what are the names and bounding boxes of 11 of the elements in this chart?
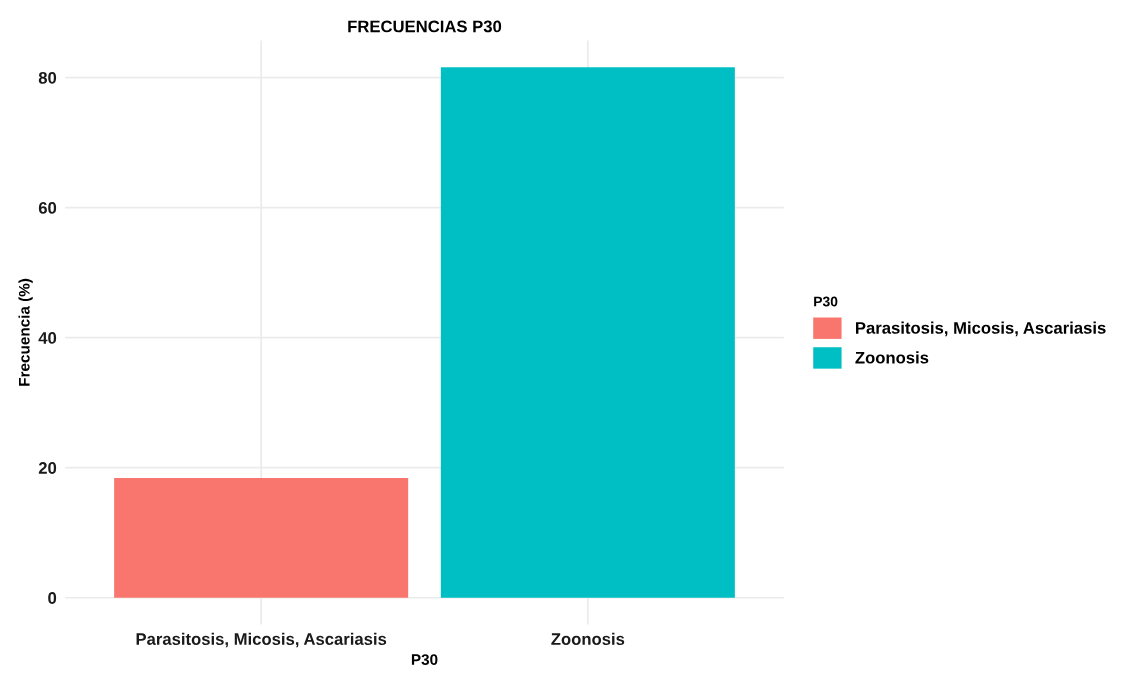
x-axis-title: P30: [411, 654, 438, 666]
y-axis-title: Frecuencia (%): [18, 278, 33, 386]
y-tick-label: 60: [38, 202, 57, 214]
y-tick-label: 80: [38, 71, 57, 84]
y-tick-label: 20: [38, 462, 57, 474]
chart-title: FRECUENCIAS P30: [348, 20, 502, 33]
y-tick-label: 0: [48, 592, 57, 604]
legend-title: P30: [814, 296, 838, 307]
legend-label: Zoonosis: [855, 351, 929, 364]
legend-label: Parasitosis, Micosis, Ascariasis: [856, 321, 1106, 337]
y-tick-label: 40: [38, 332, 57, 344]
